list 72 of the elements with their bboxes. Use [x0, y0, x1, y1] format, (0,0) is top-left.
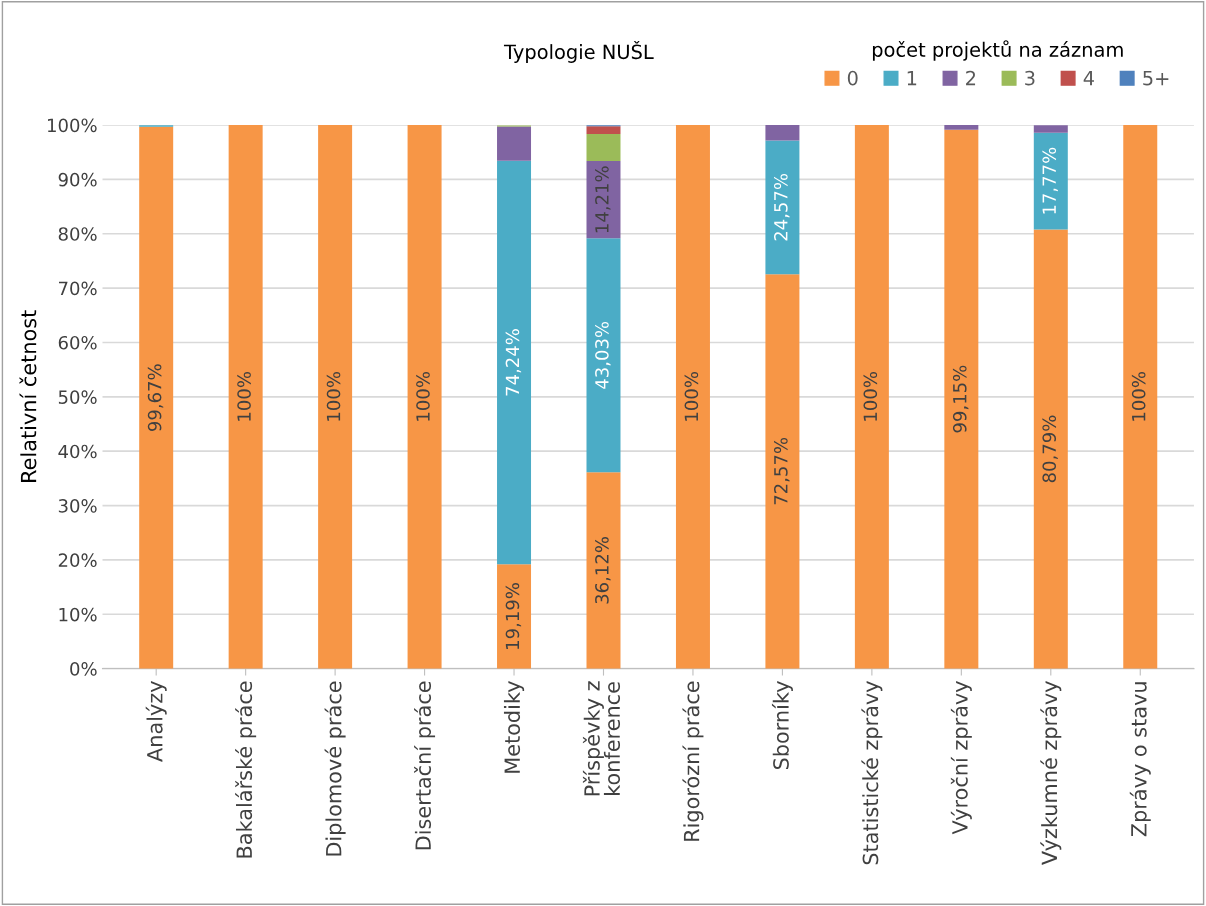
data-label: 19,19% [505, 583, 522, 649]
x-tick-label: Analýzy [145, 681, 167, 762]
bar [586, 472, 621, 669]
bar [944, 129, 979, 669]
bar [586, 161, 621, 239]
x-tick-label: Výzkumné zprávy [1040, 681, 1062, 865]
data-label: 74,24% [505, 329, 522, 396]
x-tick-label: Rigorózní práce [682, 681, 704, 841]
x-tick-label: Metodiky [503, 681, 525, 773]
legend-label: 5+ [1143, 71, 1169, 86]
data-label: 72,57% [774, 437, 790, 505]
x-tick-label: Zprávy o stavu [1129, 682, 1151, 837]
bar [407, 125, 442, 669]
data-label: 100% [684, 372, 699, 421]
bar [765, 125, 800, 141]
y-tick-label: 60% [58, 335, 97, 350]
legend-label: 4 [1083, 71, 1094, 86]
bar [497, 564, 532, 669]
bar [318, 125, 353, 669]
data-label: 99,15% [952, 365, 969, 433]
bar [854, 125, 889, 669]
x-tick-label: Výroční zprávy [950, 681, 972, 835]
y-tick-label: 30% [58, 499, 97, 513]
bar [228, 125, 263, 669]
x-tick-label: Disertační práce [414, 681, 436, 850]
bar [497, 160, 532, 565]
data-label: 100% [326, 372, 341, 421]
data-label: 14,21% [595, 166, 611, 233]
bar [586, 126, 621, 134]
x-tick-label: Statistické zprávy [861, 681, 883, 865]
y-axis-title: Relativní četnost [19, 310, 37, 482]
y-tick-label: 70% [59, 281, 97, 296]
x-tick-label: Diplomové práce [324, 681, 346, 856]
chart-title: Typologie NUŠL [503, 40, 654, 63]
y-tick-label: 20% [58, 553, 97, 568]
data-label: 43,03% [595, 321, 611, 389]
legend-label: 1 [907, 71, 917, 86]
y-tick-label: 100% [48, 118, 97, 133]
bar [139, 126, 174, 669]
bar [586, 133, 621, 162]
bar [765, 274, 800, 669]
x-tick-label: Příspěvky z konference [582, 681, 621, 796]
data-label: 24,57% [774, 173, 790, 241]
y-tick-label: 10% [59, 607, 97, 622]
data-label: 100% [1131, 372, 1146, 421]
legend-title: počet projektů na záznam [872, 40, 1123, 61]
data-label: 100% [416, 372, 430, 421]
y-tick-label: 90% [58, 172, 97, 187]
data-label: 36,12% [595, 537, 611, 604]
y-tick-label: 80% [58, 227, 97, 241]
bar [675, 125, 710, 669]
data-label: 17,77% [1042, 147, 1058, 214]
data-label: 80,79% [1042, 415, 1058, 483]
bar [1033, 132, 1068, 230]
y-tick-label: 50% [58, 390, 97, 404]
x-tick-label: Bakalářské práce [235, 681, 257, 858]
bar [1033, 125, 1068, 133]
legend-label: 0 [847, 70, 858, 86]
y-tick-label: 0% [70, 662, 97, 676]
bar [1033, 229, 1068, 669]
x-tick-label: Sborníky [771, 681, 793, 770]
bar [1123, 125, 1158, 669]
y-tick-label: 40% [58, 444, 97, 459]
legend-label: 2 [966, 70, 976, 86]
bar [497, 126, 532, 161]
data-label: 100% [237, 372, 251, 421]
data-label: 100% [863, 372, 878, 421]
bar [765, 140, 800, 275]
bar [586, 238, 621, 473]
legend-label: 3 [1025, 70, 1035, 86]
data-label: 99,67% [147, 364, 164, 432]
bar [944, 125, 979, 130]
